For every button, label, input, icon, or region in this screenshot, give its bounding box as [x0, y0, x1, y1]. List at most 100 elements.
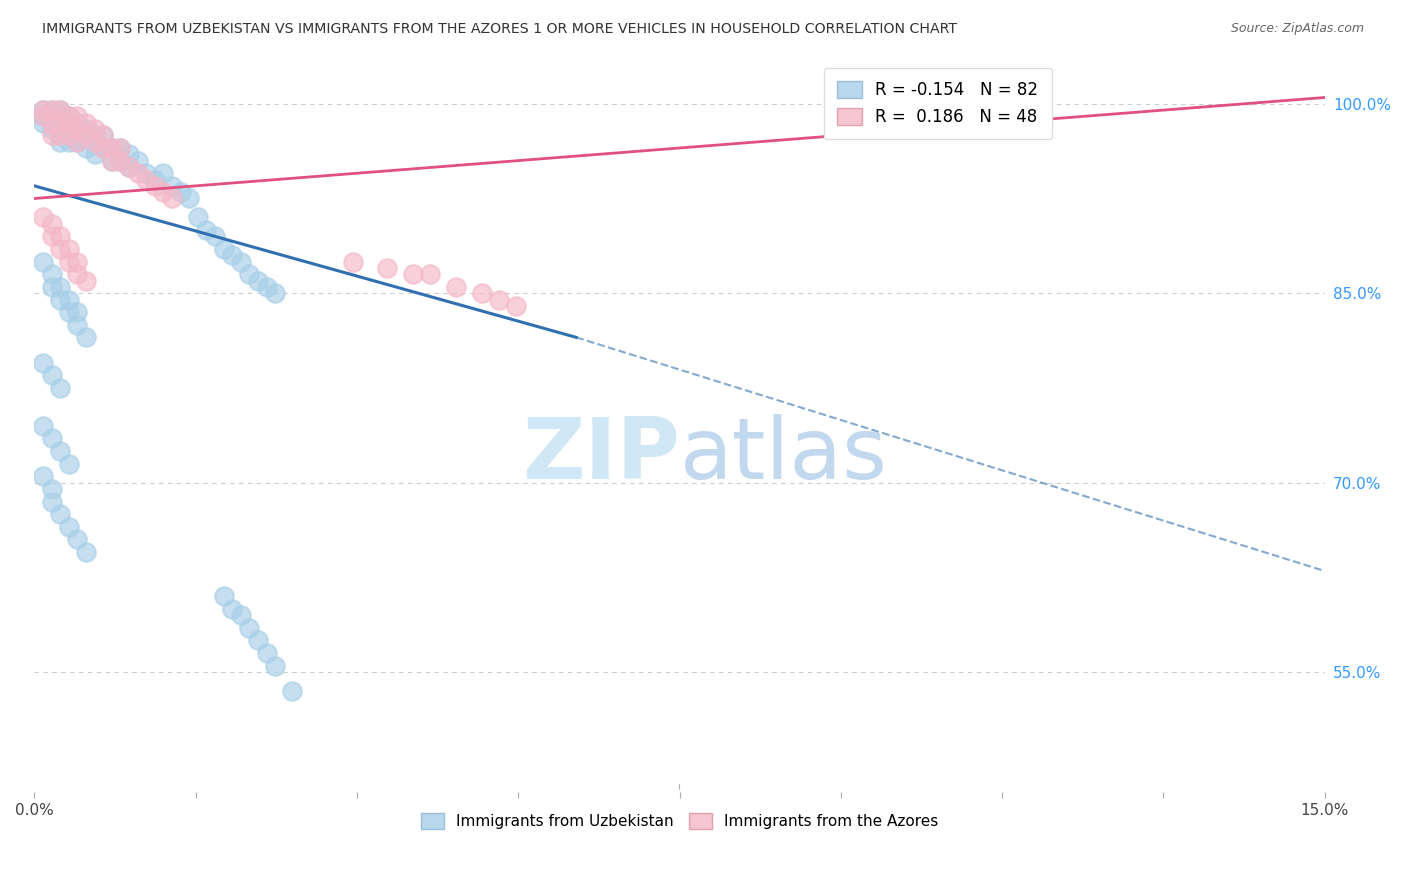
Point	[41, 229, 63, 244]
Point	[66, 110, 89, 124]
Point	[247, 633, 270, 648]
Point	[41, 267, 63, 281]
Text: atlas: atlas	[679, 414, 887, 497]
Point	[66, 116, 89, 130]
Point	[58, 128, 80, 143]
Point	[375, 260, 398, 275]
Point	[32, 211, 55, 225]
Point	[75, 122, 97, 136]
Point	[91, 128, 114, 143]
Point	[101, 153, 124, 168]
Point	[160, 192, 183, 206]
Point	[143, 178, 166, 193]
Point	[152, 166, 174, 180]
Point	[49, 135, 72, 149]
Point	[75, 116, 97, 130]
Point	[83, 122, 105, 136]
Point	[32, 356, 55, 370]
Point	[41, 116, 63, 130]
Point	[49, 229, 72, 244]
Point	[91, 141, 114, 155]
Point	[195, 223, 218, 237]
Point	[212, 242, 235, 256]
Point	[66, 254, 89, 268]
Point	[221, 602, 243, 616]
Point	[238, 621, 260, 635]
Point	[32, 110, 55, 124]
Point	[32, 254, 55, 268]
Point	[75, 128, 97, 143]
Point	[58, 128, 80, 143]
Point	[229, 254, 252, 268]
Point	[58, 457, 80, 471]
Point	[41, 110, 63, 124]
Point	[41, 122, 63, 136]
Point	[58, 110, 80, 124]
Point	[41, 482, 63, 496]
Point	[66, 135, 89, 149]
Point	[66, 267, 89, 281]
Point	[169, 185, 191, 199]
Point	[118, 160, 141, 174]
Point	[160, 178, 183, 193]
Point	[204, 229, 226, 244]
Point	[41, 103, 63, 117]
Point	[41, 494, 63, 508]
Text: Source: ZipAtlas.com: Source: ZipAtlas.com	[1230, 22, 1364, 36]
Point	[488, 293, 510, 307]
Point	[58, 110, 80, 124]
Point	[419, 267, 441, 281]
Point	[32, 116, 55, 130]
Point	[58, 254, 80, 268]
Point	[49, 116, 72, 130]
Point	[32, 469, 55, 483]
Point	[49, 444, 72, 458]
Point	[238, 267, 260, 281]
Point	[58, 293, 80, 307]
Point	[281, 684, 304, 698]
Point	[49, 103, 72, 117]
Point	[41, 103, 63, 117]
Point	[83, 135, 105, 149]
Point	[49, 381, 72, 395]
Point	[49, 242, 72, 256]
Point	[256, 646, 278, 660]
Point	[135, 166, 157, 180]
Legend: Immigrants from Uzbekistan, Immigrants from the Azores: Immigrants from Uzbekistan, Immigrants f…	[415, 807, 945, 836]
Point	[75, 545, 97, 559]
Point	[402, 267, 425, 281]
Point	[110, 141, 132, 155]
Point	[264, 658, 287, 673]
Point	[66, 128, 89, 143]
Point	[58, 135, 80, 149]
Point	[58, 520, 80, 534]
Point	[41, 431, 63, 445]
Point	[32, 103, 55, 117]
Point	[127, 153, 149, 168]
Point	[66, 305, 89, 319]
Point	[75, 274, 97, 288]
Point	[49, 116, 72, 130]
Point	[41, 368, 63, 383]
Point	[264, 286, 287, 301]
Point	[127, 166, 149, 180]
Point	[221, 248, 243, 262]
Point	[58, 116, 80, 130]
Point	[58, 305, 80, 319]
Point	[444, 280, 467, 294]
Point	[101, 153, 124, 168]
Point	[118, 147, 141, 161]
Point	[41, 217, 63, 231]
Point	[75, 128, 97, 143]
Point	[49, 293, 72, 307]
Point	[41, 128, 63, 143]
Point	[75, 141, 97, 155]
Point	[91, 141, 114, 155]
Point	[110, 141, 132, 155]
Point	[229, 608, 252, 623]
Point	[101, 141, 124, 155]
Point	[91, 128, 114, 143]
Point	[66, 122, 89, 136]
Point	[135, 172, 157, 186]
Point	[58, 116, 80, 130]
